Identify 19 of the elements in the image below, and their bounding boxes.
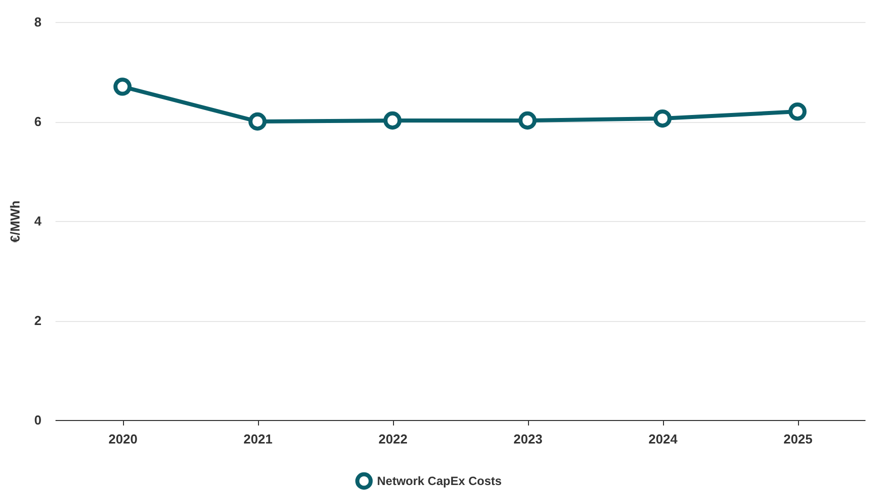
- y-tick-label: 0: [34, 412, 42, 428]
- x-tick-label: 2023: [514, 432, 542, 446]
- point: [383, 111, 402, 130]
- y-axis-title: €/MWh: [7, 200, 22, 242]
- point: [248, 112, 267, 131]
- point: [518, 111, 537, 130]
- point: [653, 109, 672, 128]
- legend-label: Network CapEx Costs: [377, 474, 502, 488]
- y-tick-label: 2: [34, 313, 42, 328]
- point: [113, 78, 132, 96]
- y-tick-label: 6: [34, 114, 42, 129]
- x-tick-label: 2022: [378, 432, 408, 446]
- y-tick-label: 8: [34, 14, 42, 30]
- x-tick-label: 2021: [244, 432, 272, 446]
- x-tick-label: 2020: [108, 432, 138, 446]
- x-tick-label: 2025: [784, 432, 812, 446]
- point: [788, 102, 807, 121]
- x-tick-label: 2024: [648, 432, 678, 446]
- y-tick-label: 4: [34, 214, 42, 228]
